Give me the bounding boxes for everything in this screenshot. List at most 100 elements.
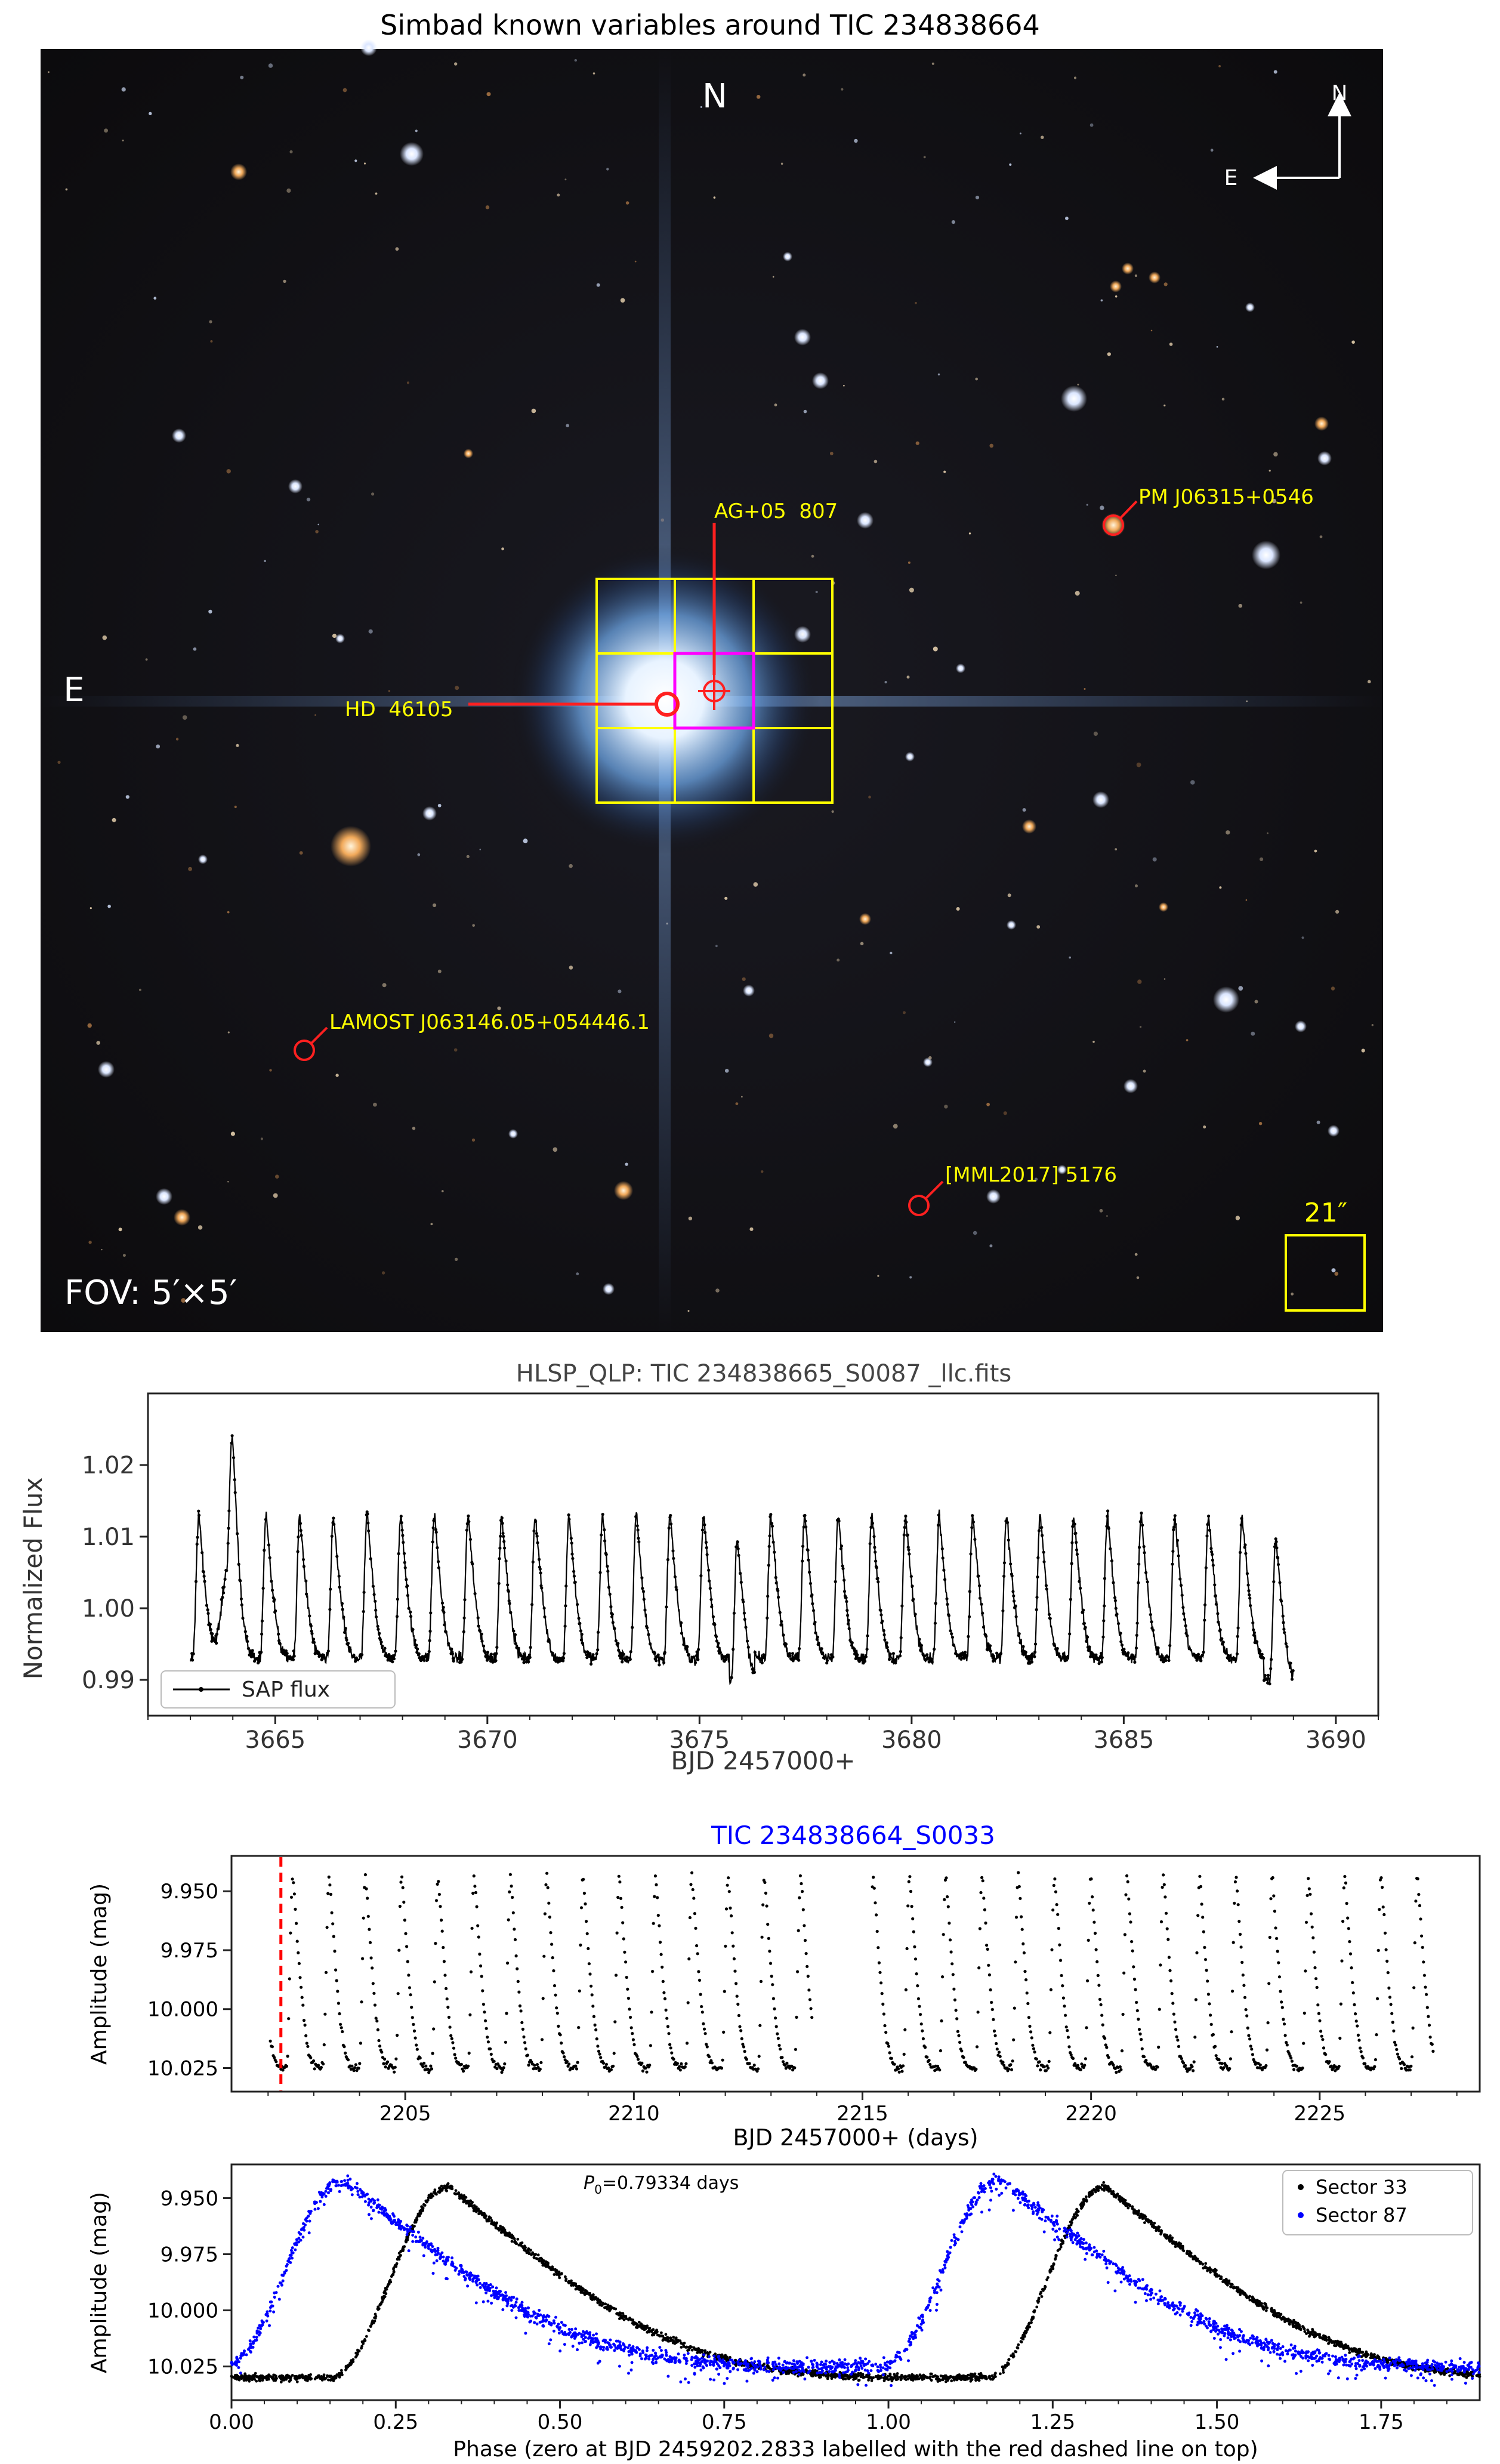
star xyxy=(1061,386,1087,412)
faint-star xyxy=(1238,603,1243,608)
data-point xyxy=(631,2038,635,2041)
data-point xyxy=(1061,1996,1065,2000)
sector-33-point xyxy=(1264,2303,1268,2307)
data-point xyxy=(1341,1920,1345,1923)
faint-star xyxy=(1093,731,1098,736)
faint-star xyxy=(634,260,637,263)
sector-33-point xyxy=(1069,2221,1072,2224)
data-point xyxy=(517,1990,521,1994)
data-point xyxy=(1271,1876,1274,1880)
sector-33-point xyxy=(1245,2296,1249,2299)
x-tick-label: 3690 xyxy=(1305,1726,1366,1754)
data-point xyxy=(382,2062,385,2065)
data-point xyxy=(524,2047,527,2050)
data-point xyxy=(918,2004,921,2008)
sector-33-point xyxy=(931,2375,934,2379)
data-point xyxy=(287,2017,291,2021)
data-point xyxy=(1239,1945,1243,1949)
y-tick-label: 1.02 xyxy=(82,1452,135,1479)
sector-33-point xyxy=(1476,2373,1480,2377)
data-point xyxy=(1002,2064,1006,2067)
faint-star xyxy=(1163,404,1166,407)
sector-33-point xyxy=(830,2377,834,2380)
data-point xyxy=(941,1975,945,1979)
data-point xyxy=(437,1880,440,1883)
data-point xyxy=(578,1989,581,1993)
data-point xyxy=(459,2062,464,2066)
data-point xyxy=(1171,2002,1175,2005)
sector-33-point xyxy=(475,2210,478,2213)
faint-star xyxy=(1210,149,1214,152)
sector-33-point xyxy=(660,2331,663,2335)
data-point xyxy=(322,2043,326,2047)
data-point xyxy=(881,2002,885,2006)
data-point xyxy=(599,2056,603,2059)
data-point xyxy=(1024,1978,1028,1982)
faint-star xyxy=(854,138,858,143)
data-point xyxy=(273,2056,276,2059)
data-point xyxy=(1240,1960,1244,1964)
data-point xyxy=(806,1975,810,1978)
data-point xyxy=(661,1965,664,1969)
data-point xyxy=(936,2064,940,2068)
data-point xyxy=(508,1873,513,1876)
faint-star xyxy=(1115,848,1118,851)
faint-star xyxy=(289,150,293,153)
data-point xyxy=(736,2002,740,2006)
data-point xyxy=(803,1924,806,1928)
faint-star xyxy=(620,298,625,303)
data-point xyxy=(1180,2057,1183,2061)
data-point xyxy=(1351,1991,1355,1995)
data-point xyxy=(1175,2035,1178,2039)
data-point xyxy=(1308,1892,1312,1896)
data-point xyxy=(589,1984,593,1988)
data-point xyxy=(705,2045,709,2049)
sector-33-point xyxy=(334,2376,337,2379)
marker-lamost xyxy=(294,1026,328,1061)
data-point xyxy=(607,2066,610,2070)
sector-33-point xyxy=(1358,2350,1361,2354)
data-point xyxy=(761,1903,765,1907)
y-tick-label: 1.01 xyxy=(82,1524,135,1551)
data-point xyxy=(429,2064,433,2068)
data-point xyxy=(295,1922,298,1925)
data-point xyxy=(721,2058,724,2062)
data-point xyxy=(609,2068,613,2071)
data-point xyxy=(593,2023,597,2027)
data-point xyxy=(535,2063,539,2067)
sector-33-point xyxy=(233,2374,237,2377)
faint-star xyxy=(749,1227,754,1231)
sector-33-point xyxy=(280,2377,283,2381)
faint-star xyxy=(989,1244,993,1248)
data-point xyxy=(1168,1969,1172,1972)
data-point xyxy=(1266,2021,1270,2025)
data-point xyxy=(987,1963,990,1967)
data-point xyxy=(1027,2016,1030,2019)
data-point xyxy=(1158,2007,1161,2011)
data-point xyxy=(902,2064,905,2068)
faint-star xyxy=(437,804,442,807)
data-point xyxy=(478,1953,482,1956)
data-point xyxy=(1083,2064,1087,2067)
data-point xyxy=(1272,1894,1276,1898)
sector-33-point xyxy=(826,2377,829,2380)
data-point xyxy=(675,2062,679,2065)
faint-star xyxy=(735,1102,739,1105)
data-point xyxy=(357,2067,360,2070)
data-point xyxy=(1119,2068,1123,2071)
sector-33-point xyxy=(999,2372,1002,2376)
data-point xyxy=(780,2056,784,2059)
faint-star xyxy=(197,1225,203,1230)
faint-star xyxy=(118,1228,122,1232)
data-point xyxy=(1419,1917,1422,1921)
data-point xyxy=(518,2004,522,2007)
data-point xyxy=(519,2009,523,2013)
data-point xyxy=(323,2012,327,2016)
star xyxy=(508,1129,518,1139)
data-point xyxy=(540,2038,544,2041)
data-point xyxy=(1061,1984,1064,1988)
data-point xyxy=(523,2041,527,2044)
sector-33-point xyxy=(689,2345,692,2348)
data-point xyxy=(1020,1928,1024,1931)
data-point xyxy=(785,2061,789,2065)
